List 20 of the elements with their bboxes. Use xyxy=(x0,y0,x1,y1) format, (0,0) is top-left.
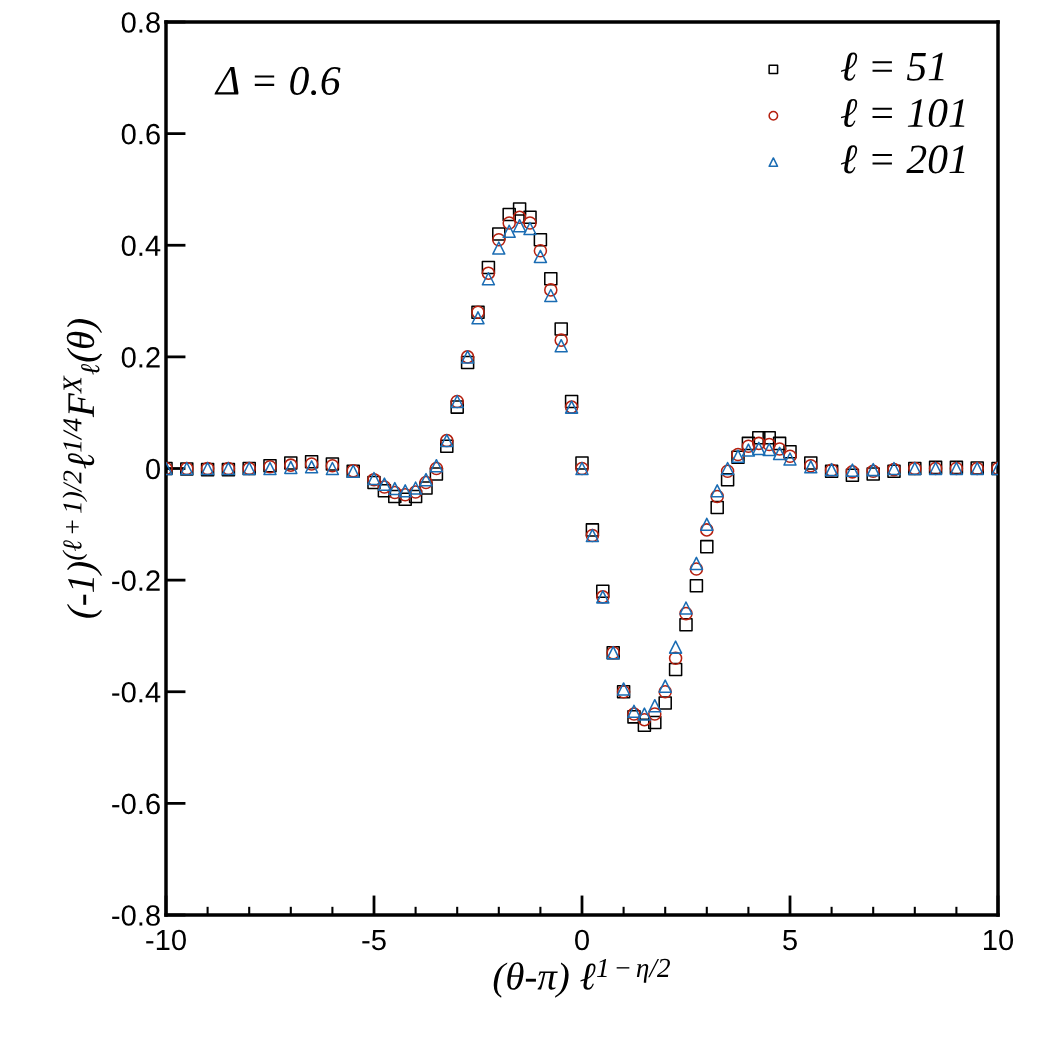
legend-label: ℓ = 201 xyxy=(840,145,965,174)
y-tick-label: -0.6 xyxy=(112,793,160,815)
y-tick-label: 0.2 xyxy=(121,347,160,368)
annotation: Δ = 0.6 xyxy=(214,66,341,96)
y-tick-label: -0.8 xyxy=(112,905,160,926)
legend-label: ℓ = 51 xyxy=(840,52,944,81)
x-tick-label: 0 xyxy=(575,929,589,951)
x-tick-label: 5 xyxy=(783,929,797,951)
y-tick-label: 0.8 xyxy=(121,12,160,33)
x-tick-label: -10 xyxy=(146,929,186,951)
x-tick-label: 10 xyxy=(984,929,1014,951)
y-axis-title: (-1)$^{(ℓ+1)/2}$ℓ$^{1/4}$F$^{X}$$_{ℓ}$(θ) xyxy=(62,319,103,618)
y-tick-label: 0 xyxy=(146,458,160,480)
y-tick-label: 0.4 xyxy=(121,235,161,257)
legend-label: ℓ = 101 xyxy=(840,98,965,128)
y-tick-label: -0.4 xyxy=(112,681,161,703)
x-axis-title: (θ-π) ℓ$^{1−η/2}$ xyxy=(493,958,670,998)
y-tick-label: 0.6 xyxy=(121,123,160,145)
x-tick-label: -5 xyxy=(362,929,386,951)
y-tick-label: -0.2 xyxy=(112,570,160,591)
